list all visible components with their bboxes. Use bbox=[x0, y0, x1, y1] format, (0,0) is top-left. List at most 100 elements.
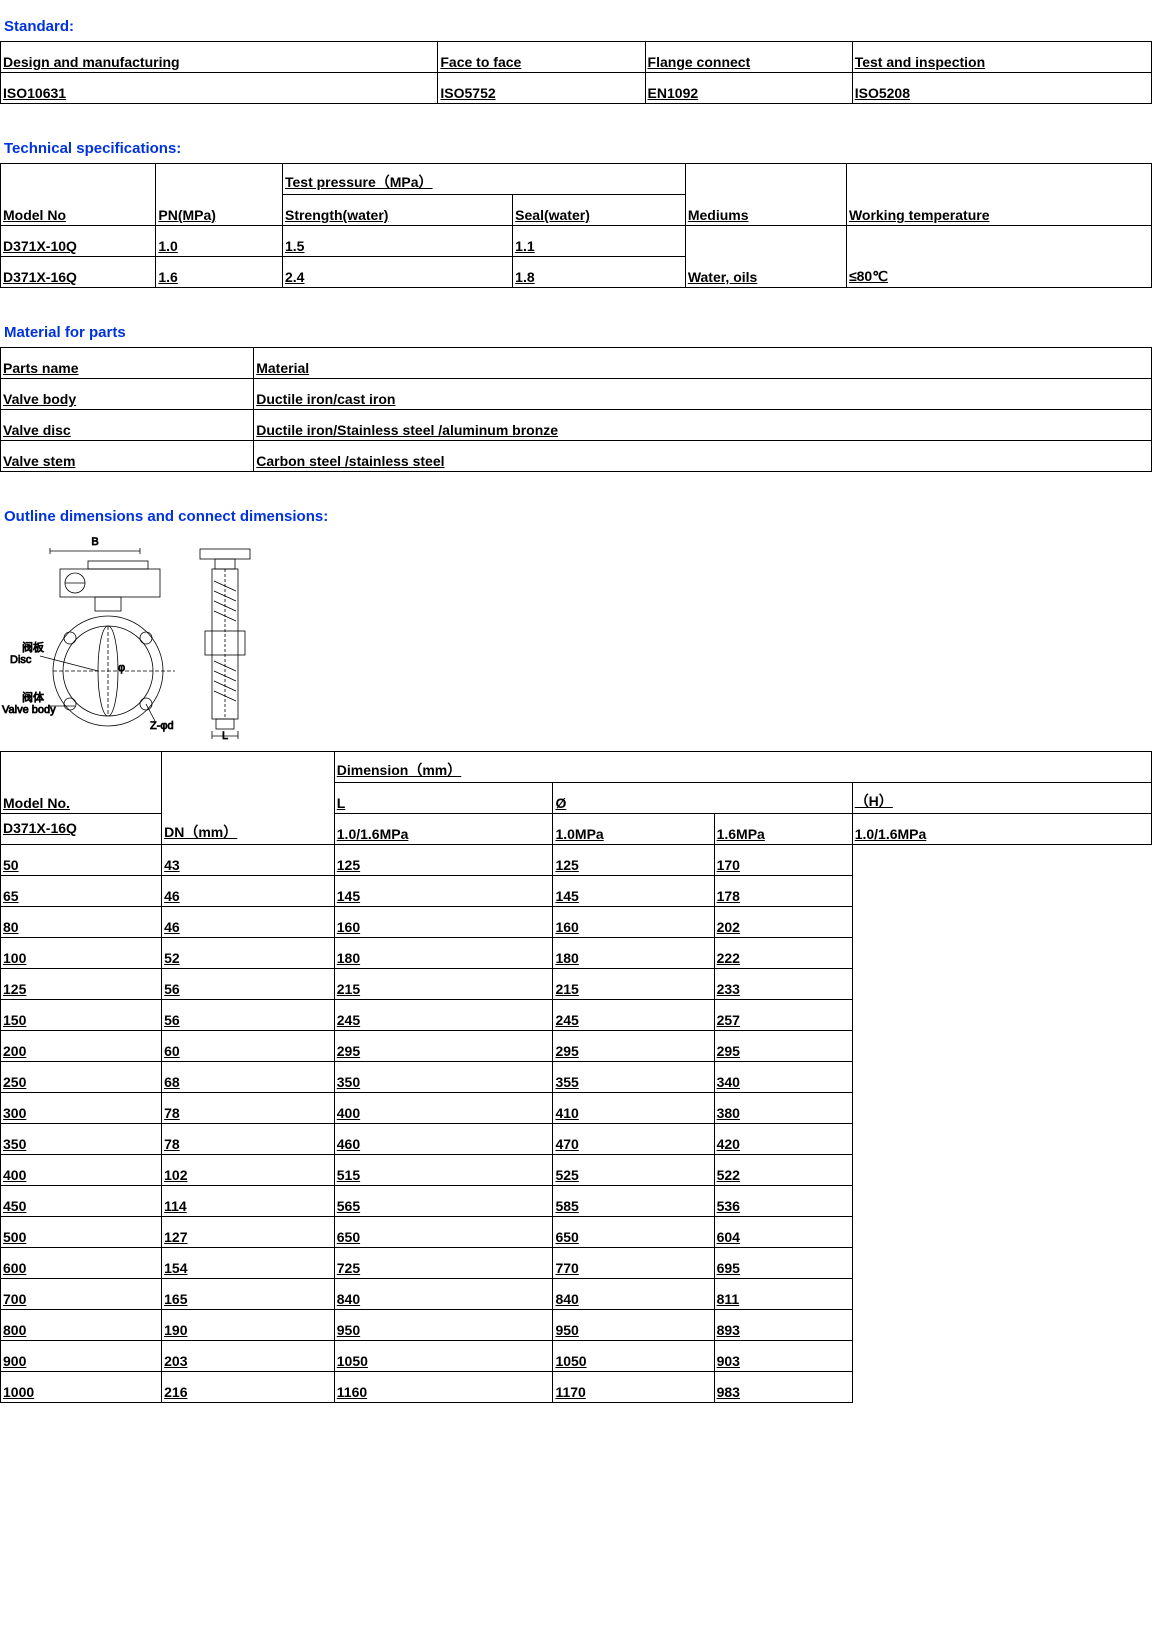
cell: 200 bbox=[1, 1043, 28, 1061]
cell: 522 bbox=[715, 1167, 742, 1185]
o-h-l: L bbox=[335, 795, 348, 813]
outline-table: Model No. DN（mm） Dimension（mm） L Ø （H） D… bbox=[0, 751, 1152, 1403]
cell: 100 bbox=[1, 950, 28, 968]
material-table: Parts name Material Valve body Ductile i… bbox=[0, 347, 1152, 472]
cell: 52 bbox=[162, 950, 182, 968]
cell: 202 bbox=[715, 919, 742, 937]
table-row: 25068350355340 bbox=[1, 1062, 1152, 1093]
cell: 180 bbox=[335, 950, 362, 968]
cell: 245 bbox=[553, 1012, 580, 1030]
val-design: ISO10631 bbox=[1, 85, 68, 103]
r0-pn: 1.0 bbox=[156, 238, 179, 256]
outline-title: Outline dimensions and connect dimension… bbox=[4, 508, 1152, 525]
techspec-table: Model No PN(MPa) Test pressure（MPa） Medi… bbox=[0, 163, 1152, 288]
svg-text:L: L bbox=[222, 730, 228, 741]
table-row: 5043125125170 bbox=[1, 845, 1152, 876]
table-row: 600154725770695 bbox=[1, 1248, 1152, 1279]
cell: 216 bbox=[162, 1384, 189, 1402]
cell: 1160 bbox=[335, 1384, 369, 1402]
standard-table: Design and manufacturing Face to face Fl… bbox=[0, 41, 1152, 104]
cell: 250 bbox=[1, 1074, 28, 1092]
h-parts: Parts name bbox=[1, 360, 80, 378]
cell: 536 bbox=[715, 1198, 742, 1216]
svg-text:阀板: 阀板 bbox=[22, 640, 44, 654]
cell: 43 bbox=[162, 857, 182, 875]
cell: 585 bbox=[553, 1198, 580, 1216]
r0-strength: 1.5 bbox=[283, 238, 306, 256]
cell: 145 bbox=[553, 888, 580, 906]
svg-text:阀体: 阀体 bbox=[22, 690, 44, 704]
cell: 515 bbox=[335, 1167, 362, 1185]
o-h-dn: DN（mm） bbox=[162, 822, 239, 844]
cell: 125 bbox=[335, 857, 362, 875]
cell: 46 bbox=[162, 919, 182, 937]
standard-title: Standard: bbox=[4, 18, 1152, 35]
techspec-title: Technical specifications: bbox=[4, 140, 1152, 157]
table-row: 35078460470420 bbox=[1, 1124, 1152, 1155]
cell: 650 bbox=[553, 1229, 580, 1247]
cell: 903 bbox=[715, 1353, 742, 1371]
h-material: Material bbox=[254, 360, 311, 378]
svg-text:Z-φd: Z-φd bbox=[150, 720, 174, 732]
cell: 180 bbox=[553, 950, 580, 968]
cell: 203 bbox=[162, 1353, 189, 1371]
cell: 233 bbox=[715, 981, 742, 999]
o-h-dim: Dimension（mm） bbox=[335, 760, 463, 782]
o-sub-phi1: 1.0MPa bbox=[553, 826, 605, 844]
cell: 125 bbox=[1, 981, 28, 999]
table-row: ISO10631 ISO5752 EN1092 ISO5208 bbox=[1, 73, 1152, 104]
val-flange: EN1092 bbox=[646, 85, 701, 103]
cell: 340 bbox=[715, 1074, 742, 1092]
cell: 900 bbox=[1, 1353, 28, 1371]
cell: 145 bbox=[335, 888, 362, 906]
cell: 420 bbox=[715, 1136, 742, 1154]
material-title: Material for parts bbox=[4, 324, 1152, 341]
cell: 257 bbox=[715, 1012, 742, 1030]
table-row: 700165840840811 bbox=[1, 1279, 1152, 1310]
cell: 222 bbox=[715, 950, 742, 968]
svg-text:φ: φ bbox=[118, 662, 125, 674]
cell: 295 bbox=[715, 1043, 742, 1061]
h-testpressure: Test pressure（MPa） bbox=[283, 172, 435, 194]
cell: 350 bbox=[335, 1074, 362, 1092]
o-h-model: Model No. bbox=[1, 795, 72, 813]
cell: 460 bbox=[335, 1136, 362, 1154]
cell: 215 bbox=[553, 981, 580, 999]
table-row: 100 52 180 180 222 bbox=[1, 938, 1152, 969]
cell: 1050 bbox=[335, 1353, 370, 1371]
table-row: Model No PN(MPa) Test pressure（MPa） Medi… bbox=[1, 164, 1152, 195]
r0-model: D371X-10Q bbox=[1, 238, 79, 256]
cell: 1050 bbox=[553, 1353, 588, 1371]
table-row: Valve disc Ductile iron/Stainless steel … bbox=[1, 410, 1152, 441]
m-r2-0: Valve stem bbox=[1, 453, 77, 471]
cell: 60 bbox=[162, 1043, 182, 1061]
worktemp: ≤80℃ bbox=[847, 268, 890, 287]
r1-seal: 1.8 bbox=[513, 269, 536, 287]
m-r0-0: Valve body bbox=[1, 391, 78, 409]
mediums: Water, oils bbox=[686, 269, 760, 287]
table-row: 8046160160202 bbox=[1, 907, 1152, 938]
cell: 525 bbox=[553, 1167, 580, 1185]
o-h-phi: Ø bbox=[553, 795, 568, 813]
h-strength: Strength(water) bbox=[283, 207, 390, 225]
h-model: Model No bbox=[1, 207, 68, 225]
cell: 295 bbox=[553, 1043, 580, 1061]
cell: 215 bbox=[335, 981, 362, 999]
m-r0-1: Ductile iron/cast iron bbox=[254, 391, 397, 409]
cell: 350 bbox=[1, 1136, 28, 1154]
svg-text:B: B bbox=[91, 536, 98, 548]
cell: 295 bbox=[335, 1043, 362, 1061]
cell: 400 bbox=[1, 1167, 28, 1185]
h-pn: PN(MPa) bbox=[156, 207, 218, 225]
valve-diagram: B 阀板 Disc 阀体 Valve body Z-φd φ bbox=[0, 531, 1152, 741]
cell: 840 bbox=[335, 1291, 362, 1309]
val-test: ISO5208 bbox=[853, 85, 912, 103]
h-mediums: Mediums bbox=[686, 207, 751, 225]
cell: 800 bbox=[1, 1322, 28, 1340]
o-sub-h: 1.0/1.6MPa bbox=[853, 826, 929, 844]
cell: 1170 bbox=[553, 1384, 587, 1402]
svg-text:Disc: Disc bbox=[10, 654, 32, 666]
cell: 154 bbox=[162, 1260, 189, 1278]
cell: 300 bbox=[1, 1105, 28, 1123]
m-r1-1: Ductile iron/Stainless steel /aluminum b… bbox=[254, 422, 560, 440]
